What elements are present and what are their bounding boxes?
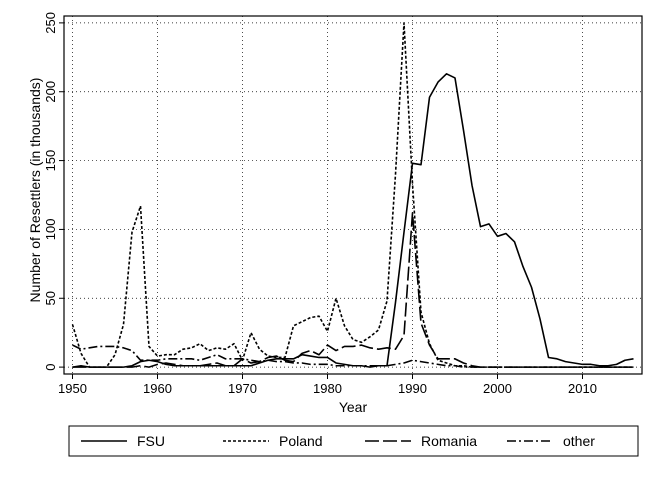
- plot-frame: [63, 15, 643, 375]
- x-axis-title: Year: [339, 399, 368, 415]
- y-tick-label: 150: [43, 150, 58, 172]
- series-line-romania: [72, 212, 634, 368]
- y-tick-label: 100: [43, 219, 58, 241]
- series-lines: [71, 22, 634, 368]
- y-axis-ticks: 0 50 100 150 200 250: [43, 12, 64, 371]
- y-axis-title: Number of Resettlers (in thousands): [27, 78, 43, 303]
- y-tick-label: 0: [43, 363, 58, 370]
- series-line-other: [72, 344, 634, 368]
- legend: FSU Poland Romania other: [68, 425, 639, 457]
- gridlines: [64, 16, 642, 374]
- legend-label-other: other: [563, 433, 595, 449]
- legend-label-fsu: FSU: [137, 433, 165, 449]
- x-tick-label: 1950: [58, 381, 87, 396]
- x-tick-label: 2010: [568, 381, 597, 396]
- x-tick-label: 2000: [483, 381, 512, 396]
- x-tick-label: 1990: [398, 381, 427, 396]
- x-tick-label: 1960: [143, 381, 172, 396]
- x-tick-label: 1980: [313, 381, 342, 396]
- y-tick-label: 200: [43, 81, 58, 103]
- y-tick-label: 50: [43, 291, 58, 305]
- legend-label-poland: Poland: [279, 433, 323, 449]
- legend-box: [68, 425, 639, 457]
- legend-label-romania: Romania: [421, 433, 477, 449]
- y-tick-label: 250: [43, 12, 58, 34]
- x-tick-label: 1970: [228, 381, 257, 396]
- x-axis-ticks: 1950 1960 1970 1980 1990 2000 2010: [58, 374, 597, 396]
